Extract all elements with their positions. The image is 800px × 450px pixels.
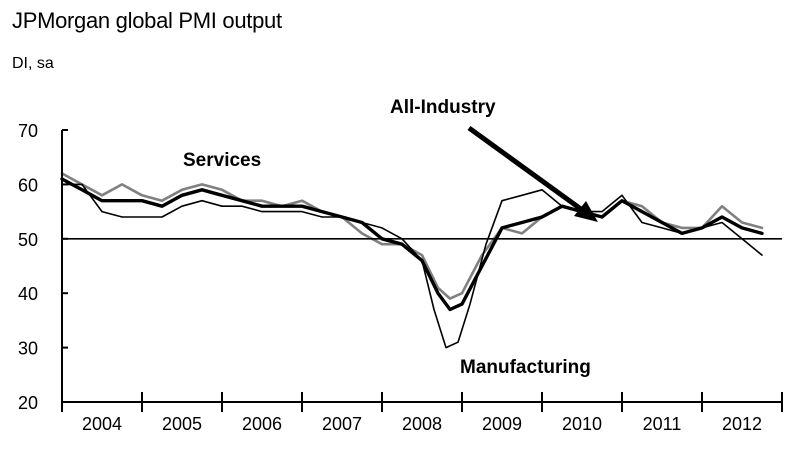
y-tick-label: 40	[18, 284, 38, 304]
x-tick-label: 2012	[722, 414, 762, 434]
series-line-manufacturing	[61, 183, 763, 349]
annotation-manufacturing: Manufacturing	[460, 357, 591, 378]
x-tick-label: 2009	[482, 414, 522, 434]
annotation-layer: Services All-Industry Manufacturing	[183, 97, 598, 378]
x-tick-label: 2007	[322, 414, 362, 434]
x-tick-label: 2010	[562, 414, 602, 434]
chart-title: JPMorgan global PMI output	[12, 8, 282, 33]
x-tick-label: 2004	[82, 414, 122, 434]
y-tick-label: 60	[18, 175, 38, 195]
x-tick-label: 2011	[643, 414, 682, 434]
y-tick-label: 70	[18, 121, 38, 141]
x-tick-label: 2006	[242, 414, 282, 434]
annotation-arrow-head	[574, 201, 598, 222]
y-tick-label: 20	[18, 393, 38, 413]
y-tick-label: 30	[18, 339, 38, 359]
annotation-services: Services	[183, 150, 261, 171]
series-line-all-industry	[60, 177, 764, 312]
annotation-arrow-shaft	[467, 125, 587, 215]
chart-subtitle: DI, sa	[12, 55, 54, 72]
annotation-all-industry: All-Industry	[390, 97, 496, 118]
x-tick-label: 2005	[162, 414, 202, 434]
axes-layer: 20 30 40 50 60 70 2004 2005 2006 2007 2008 2009 2010…	[18, 121, 783, 434]
series-layer	[60, 172, 764, 349]
series-line-services	[60, 172, 764, 300]
y-tick-label: 50	[18, 230, 38, 250]
x-tick-label: 2008	[402, 414, 442, 434]
